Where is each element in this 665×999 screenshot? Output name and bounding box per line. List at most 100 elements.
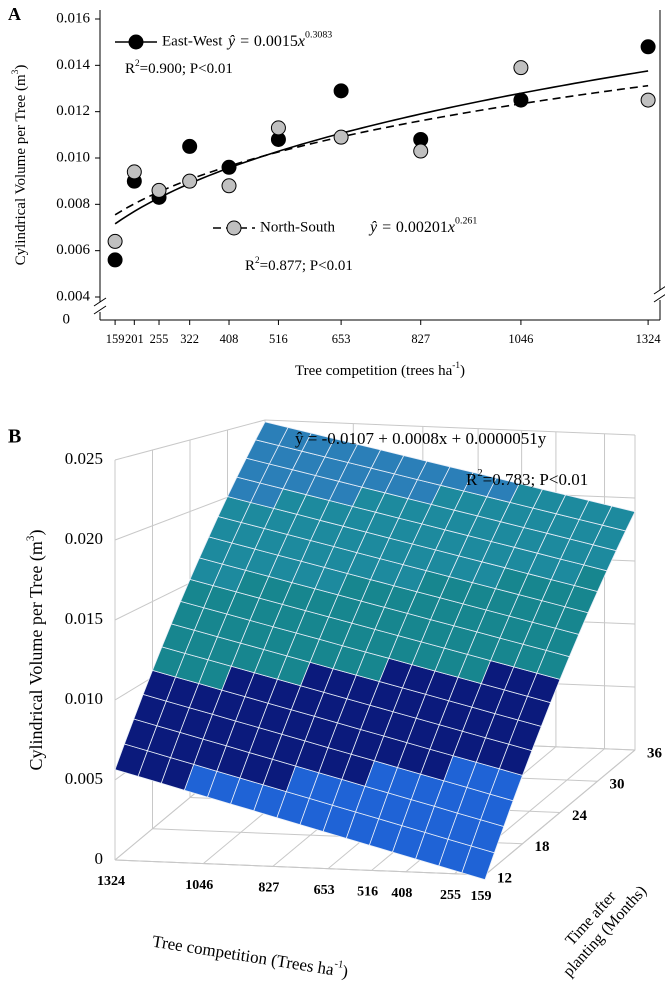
y-tick-label: 0.014 <box>56 57 90 73</box>
x-tick-label: 1324 <box>636 332 662 346</box>
data-point <box>270 120 286 136</box>
x-tick-label: 408 <box>391 886 412 901</box>
y-tick-label: 0.016 <box>56 10 90 26</box>
text-part: ŷ = <box>295 429 322 448</box>
z-tick-label: 0 <box>95 849 104 868</box>
x-tick-label: 827 <box>411 332 430 346</box>
x-tick-label: 653 <box>314 883 335 898</box>
x-tick-label: 201 <box>125 332 144 346</box>
data-point <box>333 83 349 99</box>
text-part: R <box>466 470 478 489</box>
y-tick-label: 0.004 <box>56 288 90 304</box>
text-part: -0.0107 <box>322 429 375 448</box>
x-tick-label: 1324 <box>97 874 125 889</box>
y-tick-label: 0.006 <box>56 242 90 258</box>
data-point <box>182 138 198 154</box>
text-part: 0.261 <box>455 216 477 227</box>
fit-curve <box>114 70 649 225</box>
panel-label: B <box>8 426 21 448</box>
x-tick-label: 653 <box>332 332 351 346</box>
x-tick-label: 516 <box>269 332 288 346</box>
x-tick-label: 516 <box>357 885 378 900</box>
grid-line <box>264 419 636 436</box>
text-part: Tree competition (Trees ha <box>151 932 336 980</box>
x-axis-title: Tree competition (trees ha-1) <box>295 361 465 379</box>
text-part: =0.877; P<0.01 <box>260 258 353 274</box>
text-part: ) <box>460 363 465 379</box>
y-axis-title: Time afterplanting (Months) <box>546 870 650 980</box>
text-part: y <box>538 429 547 448</box>
text-part: 0.3083 <box>305 30 332 41</box>
text-part: 0.00201 <box>396 219 448 236</box>
fit-statistics: R2=0.783; P<0.01 <box>466 469 588 489</box>
z-tick-label: 0.020 <box>65 529 103 548</box>
y-tick-label: 12 <box>497 870 512 886</box>
text-part: ŷ = <box>368 219 396 236</box>
axis-break <box>653 294 665 303</box>
data-point <box>413 143 429 159</box>
text-part: Cylindrical Volume per Tree (m <box>26 541 47 770</box>
legend-label: North-South <box>260 219 336 235</box>
text-part: 3 <box>24 535 36 541</box>
grid-line <box>114 859 486 876</box>
y-tick-label: 18 <box>535 839 550 855</box>
y-tick-label: 30 <box>610 777 625 793</box>
text-part: + <box>374 429 392 448</box>
text-part: + <box>447 429 465 448</box>
text-part: 2 <box>255 256 260 266</box>
x-tick-label: 255 <box>440 888 461 903</box>
text-part: x <box>439 429 448 448</box>
text-part: ) <box>26 530 47 536</box>
text-part: ) <box>341 962 350 982</box>
y-tick-label: 0.008 <box>56 196 90 212</box>
data-point <box>107 252 123 268</box>
legend-marker <box>226 220 242 236</box>
text-part: R <box>245 258 255 274</box>
x-tick-label: 408 <box>220 332 239 346</box>
x-tick-label: 1046 <box>508 332 533 346</box>
data-point <box>221 178 237 194</box>
text-part: 2 <box>135 59 140 69</box>
y-break-label: 0 <box>63 311 71 327</box>
z-tick-label: 0.015 <box>65 609 103 628</box>
text-part: -1 <box>452 361 460 371</box>
text-part: x <box>297 33 305 50</box>
text-part: Tree competition (trees ha <box>295 363 453 379</box>
text-part: 0.0008 <box>392 429 439 448</box>
data-point <box>513 60 529 76</box>
text-part: =0.783; P<0.01 <box>483 470 589 489</box>
axis-break <box>653 286 665 295</box>
data-point <box>640 39 656 55</box>
x-tick-label: 159 <box>471 889 492 904</box>
fit-equation: ŷ = 0.0015x0.3083 <box>226 30 332 50</box>
y-tick-label: 0.012 <box>56 103 90 119</box>
text-part: R <box>125 61 135 77</box>
axis-break <box>93 305 107 315</box>
z-tick-label: 0.005 <box>65 769 103 788</box>
text-part: ) <box>13 65 29 70</box>
text-part: Cylindrical Volume per Tree (m <box>13 74 29 265</box>
data-point <box>333 129 349 145</box>
legend-label: East-West <box>162 33 223 49</box>
text-part: -1 <box>334 959 344 971</box>
text-part: 0.0015 <box>254 33 298 50</box>
data-point <box>221 159 237 175</box>
fit-equation: ŷ = -0.0107 + 0.0008x + 0.0000051y <box>295 429 547 448</box>
data-point <box>151 182 167 198</box>
x-axis-title: Tree competition (Trees ha-1) <box>151 930 350 981</box>
z-axis-title: Cylindrical Volume per Tree (m3) <box>24 530 47 771</box>
fit-statistics: R2=0.900; P<0.01 <box>125 59 233 77</box>
panel-label: A <box>8 4 21 24</box>
text-part: 0.0000051 <box>465 429 537 448</box>
grid-line <box>484 749 636 876</box>
z-tick-label: 0.025 <box>65 449 103 468</box>
y-tick-label: 0.010 <box>56 149 90 165</box>
fit-curve <box>114 84 649 216</box>
y-axis-title: Cylindrical Volume per Tree (m3) <box>11 65 29 266</box>
legend-marker <box>128 34 144 50</box>
x-tick-label: 827 <box>258 881 279 896</box>
data-point <box>640 92 656 108</box>
z-tick-label: 0.010 <box>65 689 103 708</box>
